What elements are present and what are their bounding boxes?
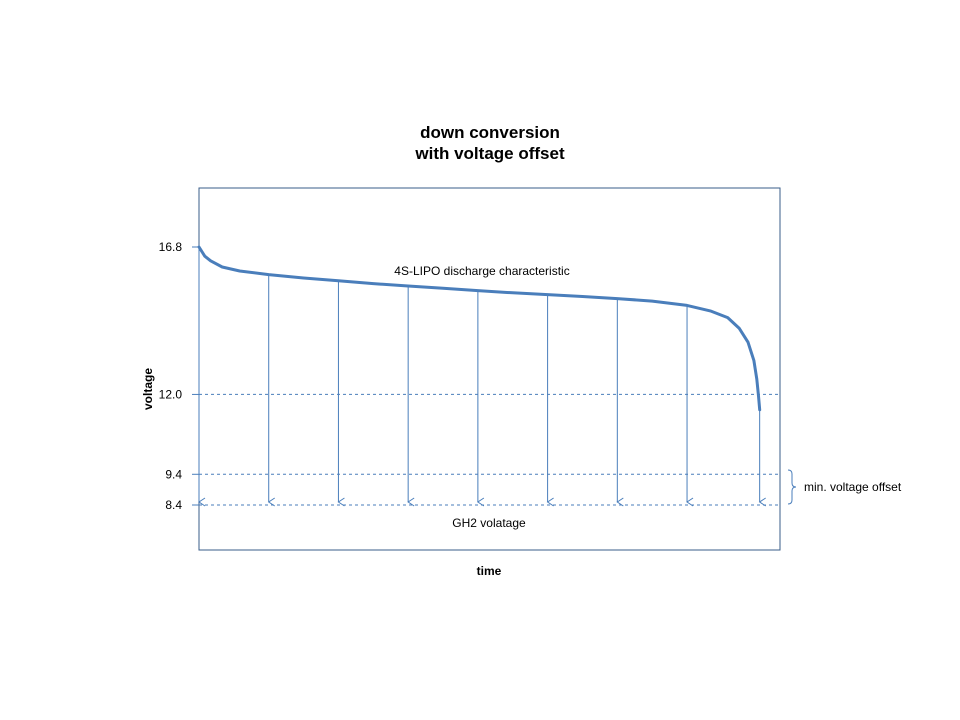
y-tick-label: 8.4 (165, 498, 182, 512)
chart-title: down conversion with voltage offset (290, 122, 690, 164)
conversion-arrows (198, 247, 766, 507)
y-tick-label: 16.8 (159, 240, 183, 254)
discharge-curve-line (197, 245, 762, 412)
curve-label: 4S-LIPO discharge characteristic (394, 264, 569, 278)
reference-lines (199, 393, 780, 506)
y-tick-label: 12.0 (159, 387, 183, 401)
min-voltage-offset-label: min. voltage offset (804, 480, 902, 494)
chart-title-line-2: with voltage offset (415, 144, 565, 163)
plot-area-frame (198, 187, 781, 551)
y-axis-label: voltage (141, 368, 155, 410)
offset-bracket (787, 469, 797, 505)
chart-title-line-1: down conversion (420, 123, 560, 142)
x-axis-label: time (477, 564, 502, 578)
y-tick-label: 9.4 (165, 467, 182, 481)
y-tick-labels: 16.8 12.0 9.4 8.4 (159, 240, 199, 512)
gh2-voltage-label: GH2 volatage (452, 516, 526, 530)
